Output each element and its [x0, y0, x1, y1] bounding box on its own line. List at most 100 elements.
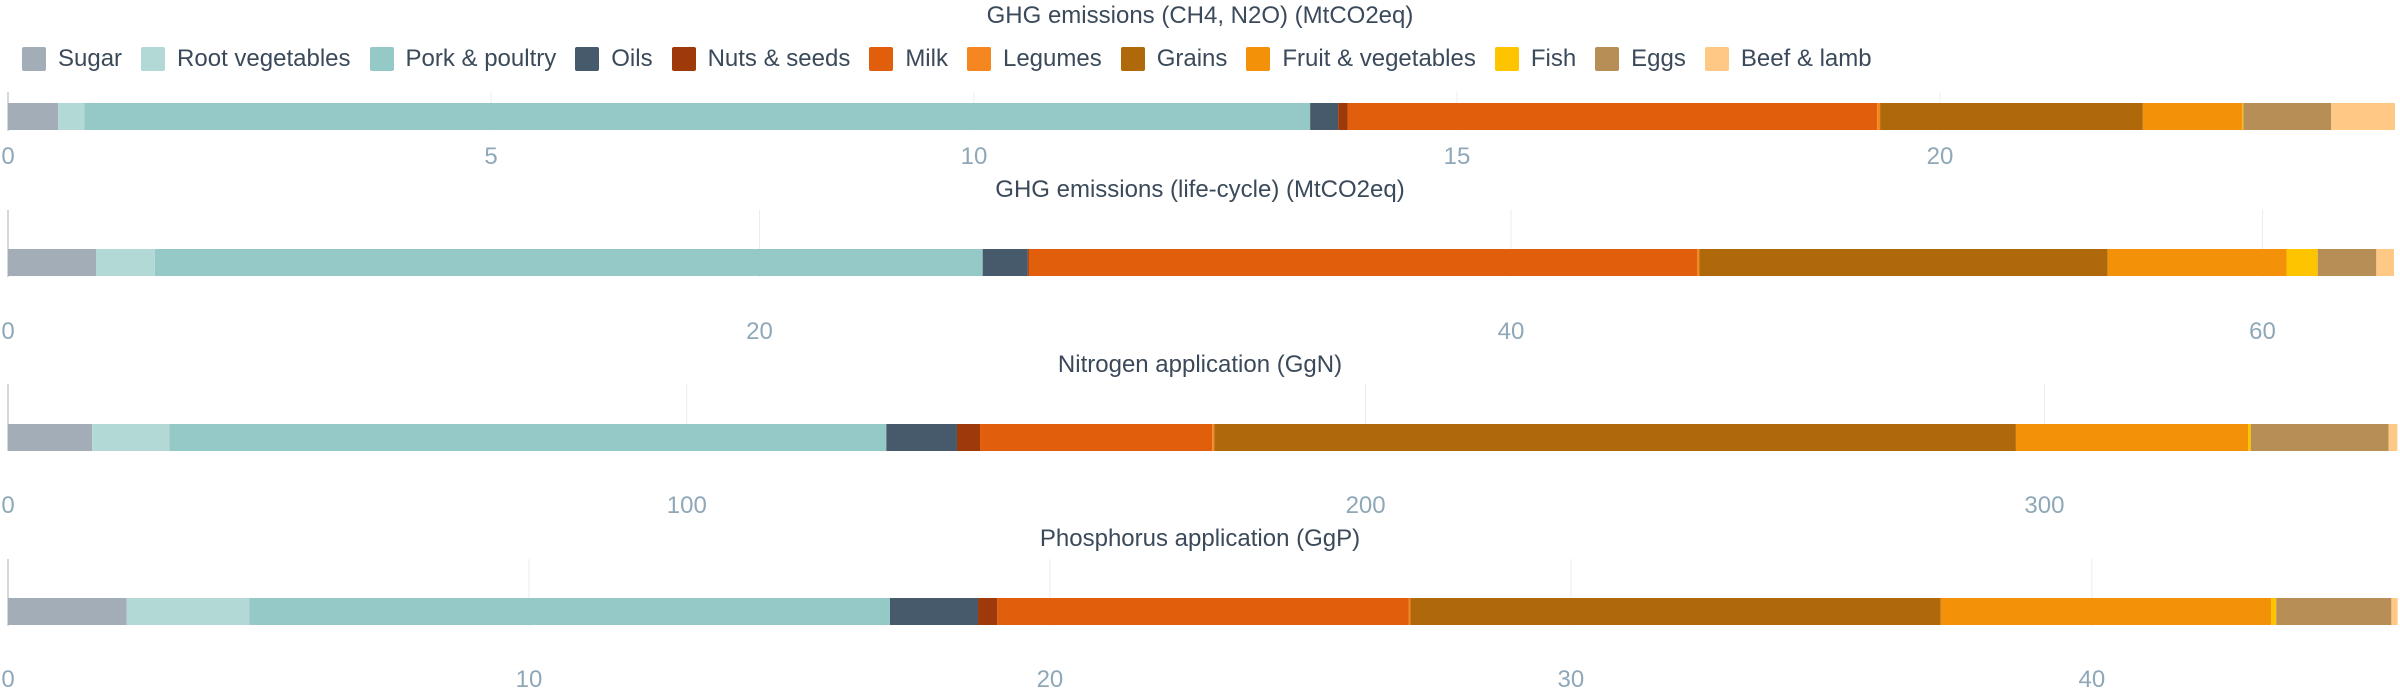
- bar-segment-legumes[interactable]: [1696, 249, 1700, 276]
- bar-segment-legumes[interactable]: [1877, 103, 1881, 130]
- legend-swatch: [1704, 47, 1729, 71]
- legend-item-sugar[interactable]: Sugar: [22, 45, 122, 73]
- legend-label: Fruit & vegetables: [1282, 45, 1476, 72]
- bar-segment-milk[interactable]: [980, 424, 1213, 451]
- bar-segment-grains[interactable]: [1699, 249, 2108, 276]
- bar-segment-nuts-and-seeds[interactable]: [956, 424, 981, 451]
- bar-segment-oils[interactable]: [982, 249, 1028, 276]
- legend-swatch: [22, 47, 46, 71]
- bar-segment-grains[interactable]: [1410, 598, 1941, 625]
- legend-item-legumes[interactable]: Legumes: [966, 45, 1102, 73]
- legend-item-grains[interactable]: Grains: [1120, 45, 1228, 73]
- legend-label: Legumes: [1002, 45, 1102, 72]
- bar-segment-fruit-and-vegetables[interactable]: [2015, 424, 2249, 451]
- tick-label: 10: [516, 666, 543, 693]
- legend-label: Oils: [611, 45, 653, 72]
- bar-segment-eggs[interactable]: [2250, 424, 2389, 451]
- bar-segment-pork-and-poultry[interactable]: [154, 249, 983, 276]
- legend-swatch: [869, 47, 894, 71]
- legend-label: Root vegetables: [177, 45, 351, 72]
- bar-segment-fruit-and-vegetables[interactable]: [2142, 103, 2243, 130]
- tick-label: 0: [1, 666, 14, 693]
- bar-segment-eggs[interactable]: [2317, 249, 2377, 276]
- chart-3: 0 10 20 30 40: [1, 559, 2398, 693]
- tick-label: 10: [961, 143, 988, 170]
- bar-segment-beef-and-lamb[interactable]: [2391, 598, 2398, 625]
- bar-segment-root-vegetables[interactable]: [92, 424, 170, 451]
- tick-label: 20: [746, 318, 773, 345]
- legend-item-fruit-and-vegetables[interactable]: Fruit & vegetables: [1246, 45, 1476, 73]
- chart-title-ghg-life-cycle: GHG emissions (life-cycle) (MtCO2eq): [995, 176, 1405, 203]
- tick-label: 20: [1927, 143, 1954, 170]
- bar-segment-grains[interactable]: [1214, 424, 2016, 451]
- bar-segment-fruit-and-vegetables[interactable]: [2107, 249, 2287, 276]
- bar-segment-beef-and-lamb[interactable]: [2376, 249, 2394, 276]
- legend: Sugar Root vegetables Pork & poultry Oils Nu…: [22, 44, 1891, 74]
- chart-title-ghg-ch4-n2o: GHG emissions (CH4, N2O) (MtCO2eq): [986, 2, 1414, 29]
- legend-item-fish[interactable]: Fish: [1494, 45, 1576, 73]
- tick-label: 100: [667, 492, 707, 519]
- chart-2: 0 100 200 300: [1, 384, 2398, 519]
- legend-swatch: [575, 47, 600, 71]
- bar-segment-legumes[interactable]: [1212, 424, 1215, 451]
- tick-label: 20: [1037, 666, 1064, 693]
- tick-label: 5: [484, 143, 497, 170]
- bar-segment-milk[interactable]: [1347, 103, 1878, 130]
- legend-label: Eggs: [1631, 45, 1686, 72]
- bar-segment-nuts-and-seeds[interactable]: [1338, 103, 1348, 130]
- tick-label: 40: [1498, 318, 1525, 345]
- legend-item-nuts-and-seeds[interactable]: Nuts & seeds: [671, 45, 851, 73]
- legend-swatch: [141, 47, 166, 71]
- bar-segment-sugar[interactable]: [8, 249, 97, 276]
- bar-segment-pork-and-poultry[interactable]: [84, 103, 1311, 130]
- bar-segment-fruit-and-vegetables[interactable]: [1940, 598, 2272, 625]
- legend-label: Pork & poultry: [405, 45, 557, 72]
- bar-segment-root-vegetables[interactable]: [126, 598, 250, 625]
- tick-label: 300: [2024, 492, 2064, 519]
- tick-label: 0: [1, 143, 14, 170]
- bar-segment-fish[interactable]: [2248, 424, 2251, 451]
- legend-swatch: [1120, 47, 1145, 71]
- chart-title-phosphorus: Phosphorus application (GgP): [1039, 525, 1361, 552]
- tick-label: 0: [1, 318, 14, 345]
- bar-segment-fish[interactable]: [2271, 598, 2277, 625]
- chart-1: 0 20 40 60: [1, 210, 2394, 345]
- legend-label: Nuts & seeds: [707, 45, 851, 72]
- legend-item-eggs[interactable]: Eggs: [1595, 45, 1686, 73]
- bar-segment-eggs[interactable]: [2243, 103, 2332, 130]
- bar-segment-nuts-and-seeds[interactable]: [978, 598, 998, 625]
- bar-segment-oils[interactable]: [889, 598, 979, 625]
- legend-swatch: [369, 47, 394, 71]
- bar-segment-sugar[interactable]: [8, 598, 127, 625]
- legend-item-beef-and-lamb[interactable]: Beef & lamb: [1704, 45, 1872, 73]
- legend-item-milk[interactable]: Milk: [869, 45, 948, 73]
- bar-segment-pork-and-poultry[interactable]: [169, 424, 887, 451]
- bar-segment-oils[interactable]: [886, 424, 957, 451]
- bar-segment-eggs[interactable]: [2276, 598, 2392, 625]
- bar-segment-oils[interactable]: [1310, 103, 1339, 130]
- bar-segment-sugar[interactable]: [8, 103, 59, 130]
- legend-item-pork-and-poultry[interactable]: Pork & poultry: [369, 45, 557, 73]
- bar-segment-fish[interactable]: [2242, 103, 2244, 130]
- tick-label: 200: [1346, 492, 1386, 519]
- bar-segment-root-vegetables[interactable]: [96, 249, 155, 276]
- bar-segment-beef-and-lamb[interactable]: [2388, 424, 2398, 451]
- bar-segment-root-vegetables[interactable]: [58, 103, 85, 130]
- bar-segment-sugar[interactable]: [8, 424, 93, 451]
- bar-segment-grains[interactable]: [1880, 103, 2143, 130]
- bar-segment-nuts-and-seeds[interactable]: [1027, 249, 1029, 276]
- legend-label: Grains: [1156, 45, 1228, 72]
- legend-item-oils[interactable]: Oils: [575, 45, 653, 73]
- bar-segment-beef-and-lamb[interactable]: [2331, 103, 2395, 130]
- legend-label: Sugar: [58, 45, 123, 72]
- tick-label: 60: [2249, 318, 2276, 345]
- legend-swatch: [1246, 47, 1271, 71]
- bar-segment-pork-and-poultry[interactable]: [249, 598, 890, 625]
- bar-segment-fish[interactable]: [2286, 249, 2318, 276]
- legend-item-root-vegetables[interactable]: Root vegetables: [141, 45, 351, 73]
- bar-segment-legumes[interactable]: [1408, 598, 1411, 625]
- chart-0: 0 5 10 15 20: [1, 92, 2395, 170]
- bar-segment-milk[interactable]: [1028, 249, 1697, 276]
- bar-segment-milk[interactable]: [997, 598, 1409, 625]
